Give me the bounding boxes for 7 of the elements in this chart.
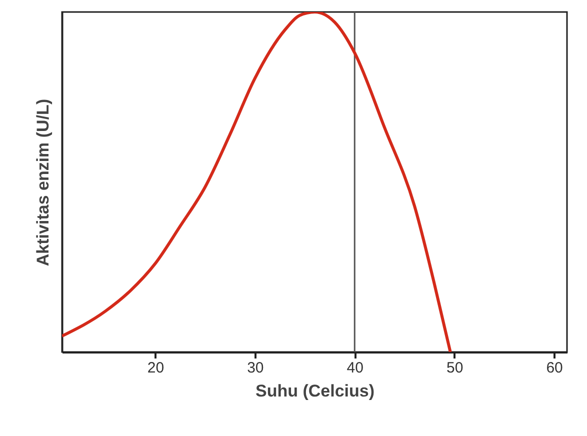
x-tick-label: 40: [346, 360, 364, 376]
x-tick-label: 60: [546, 360, 563, 376]
x-tick-label: 50: [446, 360, 464, 376]
y-axis-title: Aktivitas enzim (U/L): [34, 98, 52, 266]
x-tick-label: 20: [147, 360, 164, 376]
x-tick-label: 30: [247, 360, 264, 376]
x-axis-title: Suhu (Celcius): [255, 382, 375, 400]
